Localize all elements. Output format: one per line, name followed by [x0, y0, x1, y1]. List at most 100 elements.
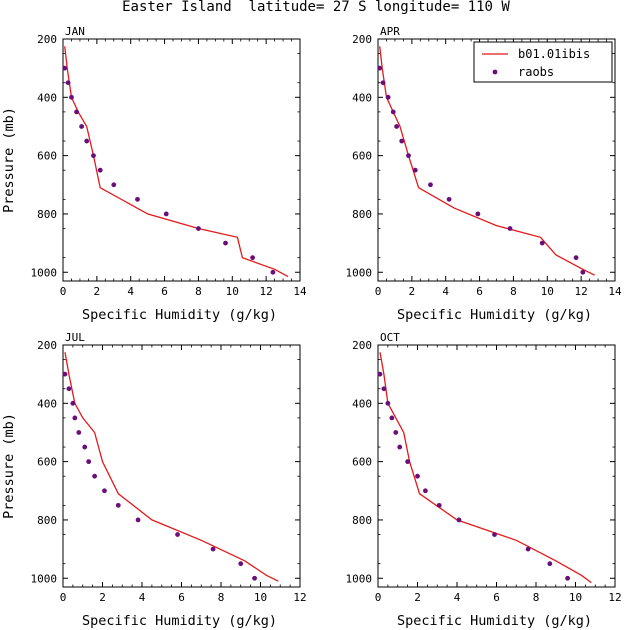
obs-point	[270, 269, 276, 275]
obs-point	[97, 167, 103, 173]
obs-point	[92, 473, 97, 479]
obs-point	[406, 153, 411, 159]
y-axis-label: Pressure (mb)	[1, 107, 17, 213]
y-tick-label: 600	[352, 456, 372, 469]
obs-point	[62, 371, 68, 377]
x-tick-label: 14	[608, 285, 622, 298]
y-tick-label: 200	[37, 339, 57, 352]
y-tick-label: 600	[37, 150, 57, 163]
obs-point	[377, 65, 383, 71]
y-tick-label: 800	[37, 208, 57, 221]
x-tick-label: 4	[127, 285, 134, 298]
obs-point	[456, 517, 462, 523]
y-tick-label: 600	[37, 456, 57, 469]
obs-point	[507, 226, 513, 231]
obs-point	[238, 561, 244, 567]
x-tick-label: 12	[608, 591, 621, 604]
obs-point	[565, 575, 570, 581]
figure-title: Easter Island latitude= 27 S longitude= …	[122, 0, 510, 15]
x-tick-label: 6	[161, 285, 168, 298]
y-tick-label: 200	[352, 339, 372, 352]
x-tick-label: 0	[375, 285, 382, 298]
model-line	[379, 352, 592, 584]
x-tick-label: 6	[178, 591, 185, 604]
obs-point	[252, 575, 257, 581]
x-tick-label: 2	[414, 591, 421, 604]
legend-obs-swatch	[492, 69, 498, 75]
obs-point	[389, 415, 395, 421]
y-tick-label: 1000	[31, 266, 58, 279]
obs-point	[135, 517, 141, 523]
obs-point	[412, 167, 418, 173]
obs-point	[74, 109, 79, 115]
x-tick-label: 10	[541, 285, 554, 298]
obs-point	[394, 124, 400, 129]
panel-title: APR	[380, 25, 400, 38]
x-tick-label: 8	[218, 591, 225, 604]
y-tick-label: 200	[37, 33, 57, 46]
y-tick-label: 1000	[346, 572, 373, 585]
x-tick-label: 10	[254, 591, 267, 604]
y-tick-label: 400	[37, 91, 57, 104]
x-axis-label: Specific Humidity (g/kg)	[397, 307, 592, 323]
plot-frame	[62, 344, 301, 588]
x-tick-label: 10	[569, 591, 582, 604]
obs-point	[82, 444, 88, 450]
x-tick-label: 14	[293, 285, 307, 298]
obs-point	[423, 488, 428, 494]
obs-point	[111, 182, 117, 188]
obs-point	[70, 400, 76, 406]
y-tick-label: 800	[352, 208, 372, 221]
obs-point	[76, 430, 82, 435]
x-tick-label: 12	[575, 285, 588, 298]
model-line	[64, 46, 289, 278]
y-axis-label: Pressure (mb)	[1, 413, 17, 519]
legend-model-label: b01.01ibis	[518, 47, 590, 61]
model-line	[64, 352, 279, 582]
obs-point	[399, 138, 405, 144]
x-tick-label: 12	[293, 591, 306, 604]
obs-point	[525, 546, 531, 552]
obs-point	[380, 80, 386, 86]
x-tick-label: 0	[60, 285, 67, 298]
x-tick-label: 0	[375, 591, 382, 604]
obs-point	[573, 255, 579, 261]
obs-point	[210, 546, 216, 552]
obs-point	[196, 226, 201, 231]
x-tick-label: 2	[99, 591, 106, 604]
obs-point	[79, 124, 85, 129]
panel-title: JUL	[65, 331, 85, 344]
obs-point	[62, 65, 68, 71]
y-tick-label: 800	[37, 514, 57, 527]
obs-point	[66, 386, 72, 392]
x-tick-label: 12	[260, 285, 273, 298]
x-tick-label: 6	[493, 591, 500, 604]
obs-point	[475, 211, 481, 217]
y-tick-label: 1000	[346, 266, 373, 279]
legend: b01.01ibis raobs	[473, 41, 613, 83]
x-tick-label: 8	[195, 285, 202, 298]
obs-point	[436, 502, 442, 508]
obs-point	[65, 80, 71, 86]
plot-frame	[62, 38, 301, 282]
x-axis-label: Specific Humidity (g/kg)	[397, 613, 592, 629]
plot-frame	[377, 344, 616, 588]
obs-point	[415, 473, 420, 479]
obs-point	[397, 444, 403, 450]
obs-point	[135, 196, 140, 202]
y-tick-label: 600	[352, 150, 372, 163]
obs-point	[91, 153, 96, 159]
x-tick-label: 8	[533, 591, 540, 604]
legend-obs-label: raobs	[518, 65, 554, 79]
obs-point	[69, 94, 74, 100]
obs-point	[102, 488, 107, 494]
x-tick-label: 2	[409, 285, 416, 298]
x-tick-label: 4	[139, 591, 146, 604]
obs-point	[446, 196, 452, 202]
x-tick-label: 8	[510, 285, 517, 298]
x-axis-label: Specific Humidity (g/kg)	[82, 307, 277, 323]
x-tick-label: 10	[226, 285, 239, 298]
obs-point	[72, 415, 78, 421]
